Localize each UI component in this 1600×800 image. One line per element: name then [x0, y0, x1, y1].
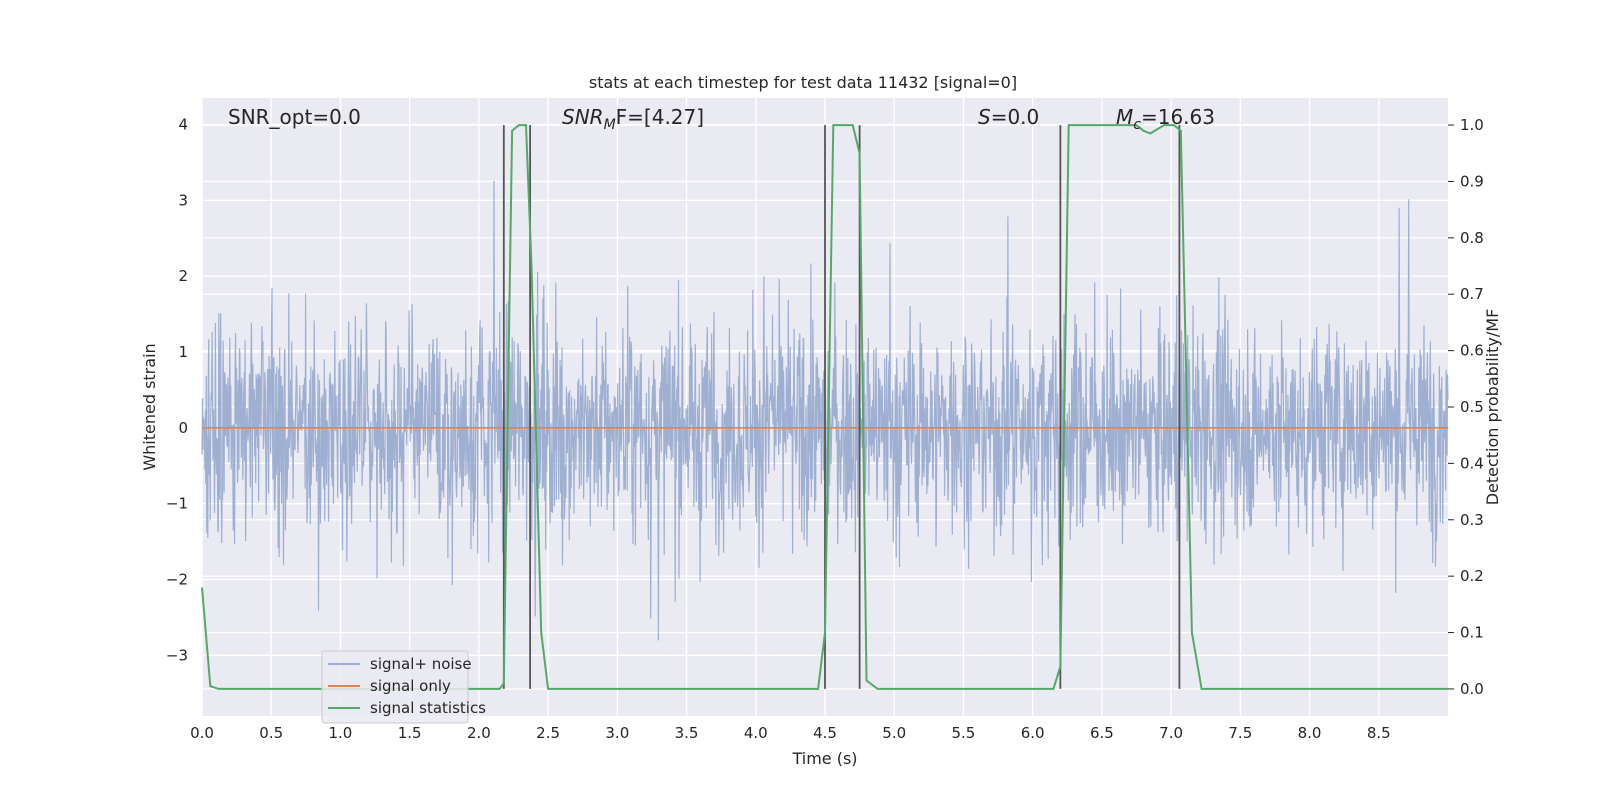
- x-tick-label: 2.0: [467, 724, 491, 742]
- x-axis-label: Time (s): [791, 749, 857, 768]
- mc-main: M: [1116, 105, 1133, 129]
- snr-mf-rest: F=[4.27]: [616, 105, 704, 129]
- x-tick-label: 3.5: [675, 724, 699, 742]
- y2-tick-label: 0.8: [1460, 229, 1484, 247]
- annotation-snr-opt: SNR_opt=0.0: [228, 105, 361, 129]
- y-tick-label: 4: [178, 116, 188, 134]
- y-tick-label: 0: [178, 419, 188, 437]
- y-tick-label: 2: [178, 267, 188, 285]
- mc-sub: c: [1133, 117, 1141, 133]
- y2-tick-label: 1.0: [1460, 116, 1484, 134]
- legend: signal+ noise signal only signal statist…: [321, 650, 486, 724]
- legend-label-signal-only: signal only: [370, 677, 451, 695]
- x-tick-label: 5.5: [952, 724, 976, 742]
- x-tick-label: 4.0: [744, 724, 768, 742]
- mc-rest: =16.63: [1141, 105, 1215, 129]
- y-tick-label: 3: [178, 191, 188, 209]
- y2-tick-label: 0.0: [1460, 680, 1484, 698]
- x-axis-ticks: 0.0 0.5 1.0 1.5 2.0 2.5 3.0 3.5 4.0 4.5 5.0 5.5 6.0 6…: [190, 724, 1391, 742]
- snr-mf-sub: M: [604, 117, 616, 133]
- x-tick-label: 8.0: [1298, 724, 1322, 742]
- x-tick-label: 2.5: [536, 724, 560, 742]
- y-tick-label: −2: [166, 571, 188, 589]
- y2-tick-label: 0.1: [1460, 624, 1484, 642]
- x-tick-label: 8.5: [1367, 724, 1391, 742]
- y-tick-label: 1: [178, 343, 188, 361]
- legend-label-signal-statistics: signal statistics: [370, 699, 486, 717]
- annotation-s: S=0.0: [978, 105, 1039, 129]
- y2-tick-label: 0.3: [1460, 511, 1484, 529]
- x-tick-label: 1.0: [329, 724, 353, 742]
- y2-tick-label: 0.7: [1460, 285, 1484, 303]
- y2-tick-label: 0.5: [1460, 398, 1484, 416]
- s-rest: =0.0: [991, 105, 1040, 129]
- y-tick-label: −1: [166, 495, 188, 513]
- y2-tick-label: 0.9: [1460, 172, 1484, 190]
- legend-box: [321, 650, 469, 724]
- x-tick-label: 5.0: [882, 724, 906, 742]
- y2-tick-label: 0.4: [1460, 454, 1484, 472]
- y2-axis-ticks: 0.0 0.1 0.2 0.3 0.4 0.5 0.6 0.7 0.8 0.9 1.0: [1448, 116, 1484, 698]
- x-tick-label: 4.5: [813, 724, 837, 742]
- x-tick-label: 0.0: [190, 724, 214, 742]
- x-tick-label: 7.0: [1159, 724, 1183, 742]
- y-tick-label: −3: [166, 646, 188, 664]
- annotation-mc: Mc=16.63: [1116, 105, 1215, 133]
- x-tick-label: 0.5: [259, 724, 283, 742]
- y2-tick-label: 0.2: [1460, 567, 1484, 585]
- s-main: S: [978, 105, 991, 129]
- y-axis-label: Whitened strain: [140, 343, 159, 470]
- x-tick-label: 7.5: [1228, 724, 1252, 742]
- y-axis-ticks: −3 −2 −1 0 1 2 3 4: [166, 116, 188, 665]
- snr-mf-main: SNR: [562, 105, 604, 129]
- plot-data: [201, 124, 1449, 690]
- legend-label-signal-noise: signal+ noise: [370, 655, 472, 673]
- x-tick-label: 6.5: [1090, 724, 1114, 742]
- x-tick-label: 1.5: [398, 724, 422, 742]
- x-tick-label: 3.0: [605, 724, 629, 742]
- annotation-snr-mf: SNRMF=[4.27]: [562, 105, 704, 133]
- x-tick-label: 6.0: [1021, 724, 1045, 742]
- chart-title: stats at each timestep for test data 114…: [589, 73, 1017, 92]
- y2-tick-label: 0.6: [1460, 342, 1484, 360]
- y2-axis-label: Detection probability/MF: [1483, 309, 1502, 506]
- series-signal-statistics-line: [201, 124, 1448, 690]
